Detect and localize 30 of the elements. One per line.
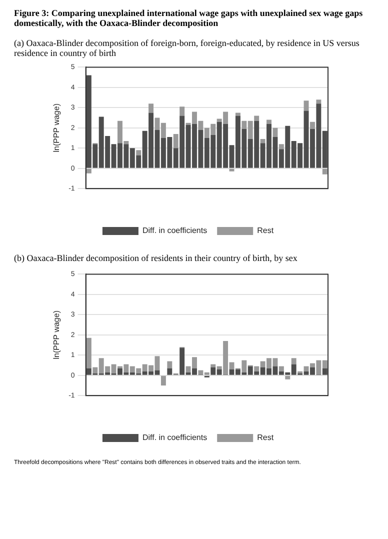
bar bbox=[167, 361, 172, 368]
chart-title: Figure 3: Comparing unexplained international wage gaps with unexplained sex wage gaps domestically, with the Oaxaca-Blinder decomposition bbox=[14, 8, 364, 28]
legend-label: Diff. in coefficients bbox=[142, 433, 208, 442]
bar bbox=[235, 112, 240, 116]
bar bbox=[316, 100, 322, 104]
bar bbox=[272, 128, 278, 138]
bar bbox=[266, 120, 272, 124]
bar bbox=[229, 168, 234, 172]
chart-subtitle: (a) Oaxaca-Blinder decomposition of foreign-born, foreign-educated, by residence in US versus residence in country of birth bbox=[14, 38, 360, 58]
bar bbox=[148, 104, 154, 113]
bar bbox=[260, 139, 266, 144]
bar bbox=[285, 376, 290, 380]
bar bbox=[136, 150, 142, 156]
bar bbox=[278, 144, 284, 150]
bar bbox=[86, 168, 92, 174]
bar bbox=[173, 134, 178, 148]
bar bbox=[291, 358, 296, 364]
bar bbox=[160, 376, 166, 386]
y-axis-title: ln(PPP wage) bbox=[52, 310, 62, 360]
chart-title: (b) Oaxaca-Blinder decomposition of residents in their country of birth, by sex bbox=[14, 253, 298, 263]
legend-label: Rest bbox=[257, 433, 274, 442]
legend-label: Rest bbox=[257, 226, 274, 236]
bar bbox=[180, 106, 185, 116]
bar bbox=[254, 116, 260, 121]
bar bbox=[304, 100, 309, 111]
legend-label: Diff. in coefficients bbox=[142, 226, 208, 236]
bar bbox=[322, 168, 328, 174]
bar bbox=[310, 122, 315, 129]
bar bbox=[278, 366, 284, 372]
y-axis-title: ln(PPP wage) bbox=[52, 103, 62, 152]
